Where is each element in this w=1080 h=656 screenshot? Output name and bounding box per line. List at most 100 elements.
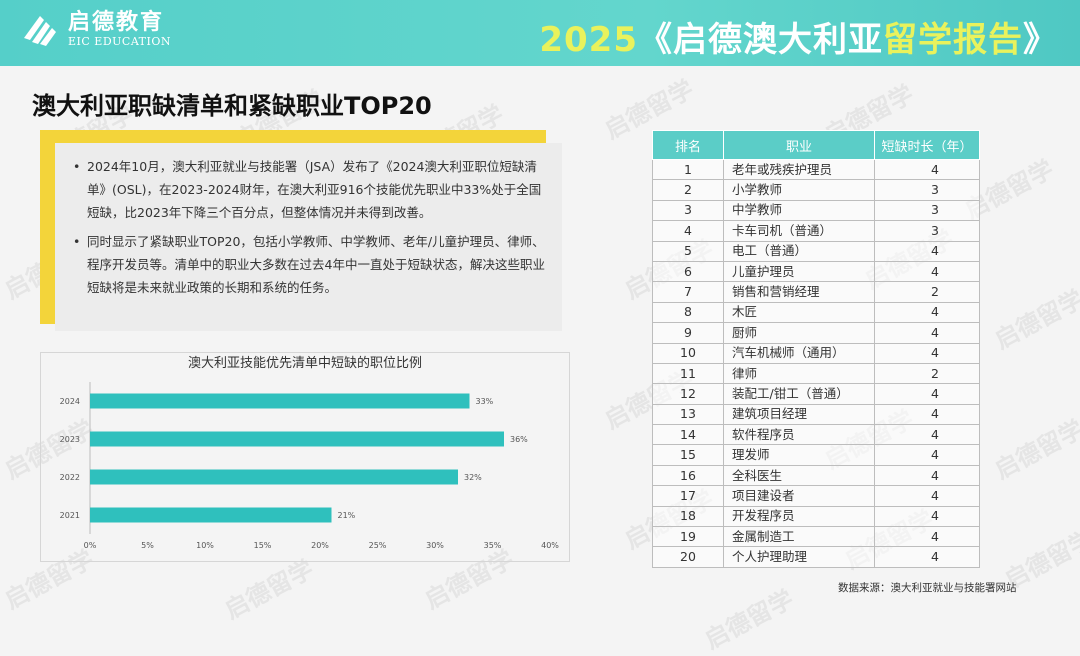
x-tick-label: 20%	[311, 541, 329, 550]
category-label: 2022	[60, 473, 80, 482]
table-row: 14 软件程序员 4	[652, 424, 980, 446]
table-row: 17 项目建设者 4	[652, 485, 980, 507]
occupation-cell: 金属制造工	[723, 526, 875, 548]
occupation-cell: 木匠	[723, 301, 875, 324]
x-tick-label: 10%	[196, 541, 214, 550]
table-row: 10 汽车机械师（通用） 4	[652, 342, 980, 364]
category-label: 2023	[60, 435, 80, 444]
table-row: 6 儿童护理员 4	[652, 260, 980, 283]
header-banner: 启德教育 EIC EDUCATION 2025《启德澳大利亚留学报告》	[0, 0, 1080, 66]
occupation-cell: 项目建设者	[723, 485, 875, 507]
bullet-dot: •	[73, 234, 81, 249]
shortage-years-cell: 3	[874, 179, 980, 201]
shortage-years-cell: 3	[874, 220, 980, 242]
shortage-years-cell: 4	[874, 260, 980, 283]
x-tick-label: 15%	[254, 541, 272, 550]
data-source-note: 数据来源：澳大利亚就业与技能署网站	[838, 582, 1017, 594]
table-row: 16 全科医生 4	[652, 464, 980, 487]
rank-cell: 12	[652, 383, 724, 405]
shortage-years-cell: 3	[874, 199, 980, 222]
occupation-cell: 律师	[723, 362, 875, 385]
header-occupation: 职业	[723, 130, 875, 160]
occupation-cell: 全科医生	[723, 464, 875, 487]
shortage-years-cell: 4	[874, 158, 980, 181]
bullet-item: • 2024年10月，澳大利亚就业与技能署（JSA）发布了《2024澳大利亚职位…	[73, 155, 546, 224]
shortage-years-cell: 4	[874, 485, 980, 507]
table-row: 3 中学教师 3	[652, 199, 980, 222]
occupation-cell: 销售和营销经理	[723, 281, 875, 303]
occupation-cell: 中学教师	[723, 199, 875, 222]
table-row: 13 建筑项目经理 4	[652, 403, 980, 426]
x-tick-label: 5%	[141, 541, 154, 550]
rank-cell: 19	[652, 526, 724, 548]
rank-cell: 13	[652, 403, 724, 426]
category-label: 2024	[60, 397, 80, 406]
watermark-text: 启德留学	[700, 584, 799, 655]
table-row: 15 理发师 4	[652, 444, 980, 466]
occupation-cell: 软件程序员	[723, 424, 875, 446]
bar-2022	[90, 469, 458, 485]
report-title-close: 》	[1023, 20, 1058, 60]
rank-cell: 18	[652, 505, 724, 528]
value-label: 32%	[464, 473, 482, 482]
rank-cell: 6	[652, 260, 724, 283]
table-row: 1 老年或残疾护理员 4	[652, 158, 980, 181]
table-row: 20 个人护理助理 4	[652, 546, 980, 568]
value-label: 21%	[338, 511, 356, 520]
bullet-text: 2024年10月，澳大利亚就业与技能署（JSA）发布了《2024澳大利亚职位短缺…	[87, 159, 542, 220]
bar-2021	[90, 507, 332, 523]
rank-cell: 20	[652, 546, 724, 568]
rank-cell: 5	[652, 240, 724, 262]
table-row: 11 律师 2	[652, 362, 980, 385]
occupation-cell: 汽车机械师（通用）	[723, 342, 875, 364]
logo-chinese-name: 启德教育	[68, 9, 165, 35]
rank-cell: 16	[652, 464, 724, 487]
shortage-years-cell: 4	[874, 240, 980, 262]
shortage-years-cell: 4	[874, 301, 980, 324]
shortage-years-cell: 4	[874, 505, 980, 528]
shortage-years-cell: 2	[874, 362, 980, 385]
shortage-years-cell: 4	[874, 342, 980, 364]
shortage-years-cell: 4	[874, 424, 980, 446]
shortage-years-cell: 4	[874, 546, 980, 568]
bullet-dot: •	[73, 159, 81, 174]
rank-cell: 4	[652, 220, 724, 242]
rank-cell: 7	[652, 281, 724, 303]
rank-cell: 3	[652, 199, 724, 222]
x-tick-label: 25%	[369, 541, 387, 550]
report-title-highlight: 留学报告	[883, 20, 1023, 60]
x-tick-label: 35%	[484, 541, 502, 550]
rank-cell: 1	[652, 158, 724, 181]
rank-cell: 10	[652, 342, 724, 364]
report-year: 2025	[539, 20, 638, 60]
table-row: 2 小学教师 3	[652, 179, 980, 201]
chart-title: 澳大利亚技能优先清单中短缺的职位比例	[187, 356, 422, 371]
shortage-years-cell: 2	[874, 281, 980, 303]
x-tick-label: 40%	[541, 541, 559, 550]
header-shortage-years: 短缺时长（年）	[874, 130, 980, 160]
shortage-years-cell: 4	[874, 526, 980, 548]
summary-textbox: • 2024年10月，澳大利亚就业与技能署（JSA）发布了《2024澳大利亚职位…	[55, 143, 562, 331]
chart-frame	[40, 352, 570, 562]
eic-logo-icon	[18, 8, 60, 50]
header-rank: 排名	[652, 130, 724, 160]
occupation-cell: 装配工/钳工（普通）	[723, 383, 875, 405]
chart-svg: 2024 33% 2023 36% 2022 32% 2021 21% 0% 5% 10% 15% 20…	[40, 352, 570, 562]
table-row: 12 装配工/钳工（普通） 4	[652, 383, 980, 405]
shortage-ratio-chart: 澳大利亚技能优先清单中短缺的职位比例 2024 33% 2023 36% 2022 32%…	[40, 352, 570, 562]
report-title: 2025《启德澳大利亚留学报告》	[539, 12, 1058, 61]
category-label: 2021	[60, 511, 80, 520]
table-row: 4 卡车司机（普通） 3	[652, 220, 980, 242]
rank-cell: 17	[652, 485, 724, 507]
top20-occupation-table: 排名 职业 短缺时长（年） 1 老年或残疾护理员 4 2 小学教师 3 3 中学教师 3 4 卡车司…	[652, 130, 980, 568]
eic-logo: 启德教育 EIC EDUCATION	[18, 8, 171, 50]
occupation-cell: 老年或残疾护理员	[723, 158, 875, 181]
table-header-row: 排名 职业 短缺时长（年）	[652, 130, 980, 160]
value-label: 33%	[476, 397, 494, 406]
x-tick-label: 30%	[426, 541, 444, 550]
x-tick-label: 0%	[84, 541, 97, 550]
rank-cell: 9	[652, 322, 724, 344]
report-title-open: 《启德澳大利亚	[638, 20, 883, 60]
occupation-cell: 理发师	[723, 444, 875, 466]
rank-cell: 8	[652, 301, 724, 324]
